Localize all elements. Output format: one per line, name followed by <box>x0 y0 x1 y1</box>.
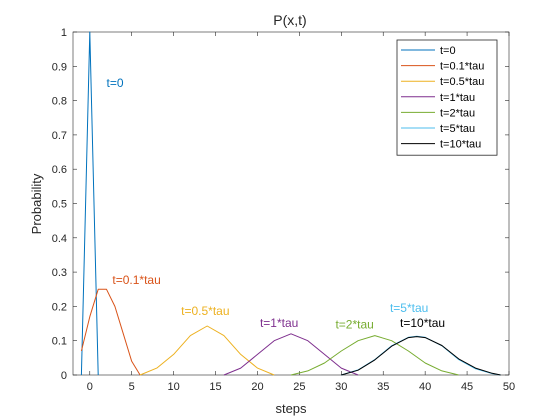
series-annotation: t=10*tau <box>400 316 445 330</box>
x-tick-label: 40 <box>419 381 431 393</box>
y-tick-label: 0.6 <box>52 164 67 176</box>
x-tick-label: 50 <box>503 381 515 393</box>
y-tick-label: 0.9 <box>52 61 67 73</box>
x-tick-label: 5 <box>129 381 135 393</box>
y-tick-label: 0.8 <box>52 96 67 108</box>
x-tick-label: 25 <box>293 381 305 393</box>
series-line <box>341 336 501 376</box>
series-annotations: t=0 t=0.1*tau t=0.5*tau t=1*tau t=2*tau t=5*t… <box>107 76 446 332</box>
series-line <box>80 288 141 376</box>
legend-label: t=2*tau <box>440 107 475 119</box>
y-tick-label: 1 <box>61 27 67 39</box>
legend-label: t=0.5*tau <box>440 76 484 88</box>
series-line <box>139 325 275 376</box>
legend-label: t=10*tau <box>440 139 481 151</box>
legend-label: t=0 <box>440 45 456 57</box>
y-tick-label: 0.5 <box>52 199 67 211</box>
y-tick-label: 0.4 <box>52 233 67 245</box>
legend-label: t=5*tau <box>440 123 475 135</box>
legend-label: t=0.1*tau <box>440 61 484 73</box>
series-annotation: t=5*tau <box>390 301 428 315</box>
y-tick-label: 0.2 <box>52 301 67 313</box>
series-annotation: t=0.1*tau <box>112 273 160 287</box>
series-annotation: t=2*tau <box>335 318 373 332</box>
x-tick-label: 15 <box>209 381 221 393</box>
y-axis-label: Probability <box>29 173 44 234</box>
y-tick-label: 0.7 <box>52 130 67 142</box>
legend-label: t=1*tau <box>440 92 475 104</box>
series-line <box>290 335 459 376</box>
series-line <box>223 333 359 376</box>
legend: t=0 t=0.1*tau t=0.5*tau t=1*tau t=2*tau t=5*t… <box>396 39 498 156</box>
y-tick-label: 0.1 <box>52 336 67 348</box>
chart-title: P(x,t) <box>273 12 306 28</box>
y-tick-label: 0.3 <box>52 267 67 279</box>
series-lines <box>80 31 501 376</box>
series-line <box>80 31 99 376</box>
x-tick-label: 35 <box>377 381 389 393</box>
series-annotation: t=1*tau <box>260 316 298 330</box>
series-annotation: t=0.5*tau <box>181 304 229 318</box>
x-tick-label: 20 <box>251 381 263 393</box>
axes: 0 5 10 15 20 25 30 35 40 45 50 0 0.1 0.2 0.3 0.4 0.5 0.6 0… <box>52 27 515 393</box>
x-axis-label: steps <box>275 401 307 416</box>
x-tick-label: 10 <box>167 381 179 393</box>
x-tick-label: 30 <box>335 381 347 393</box>
series-annotation: t=0 <box>107 76 124 90</box>
y-tick-label: 0 <box>61 370 67 382</box>
legend-box <box>396 39 498 156</box>
x-tick-label: 0 <box>87 381 93 393</box>
x-tick-label: 45 <box>461 381 473 393</box>
